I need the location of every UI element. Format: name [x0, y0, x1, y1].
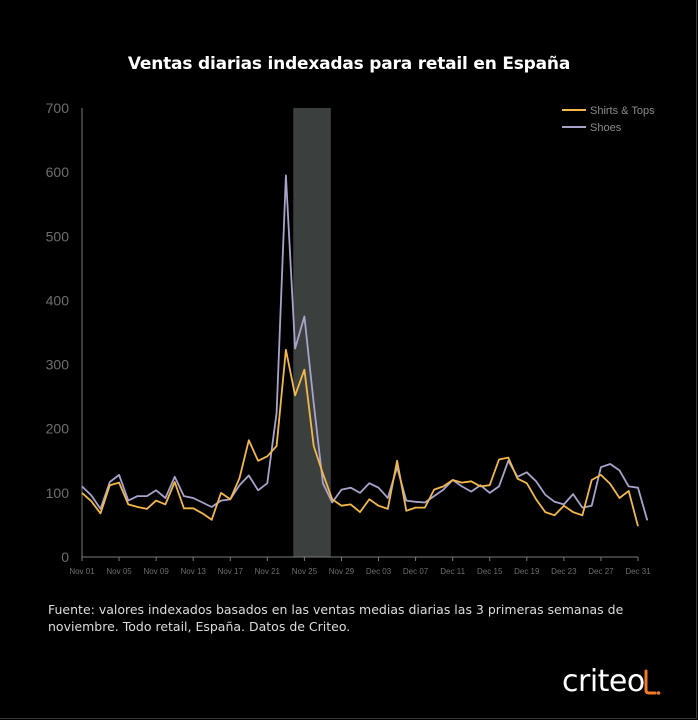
x-tick-label: Nov 29 [329, 567, 355, 576]
y-tick-label: 700 [46, 100, 70, 116]
y-tick-label: 600 [46, 164, 70, 180]
x-tick-label: Dec 03 [366, 567, 392, 576]
x-tick-label: Nov 13 [181, 567, 207, 576]
line-chart: 0 100 200 300 400 500 600 700 Nov 01 Nov 05 Nov 0… [46, 100, 655, 576]
criteo-logo: criteo [562, 664, 645, 699]
y-tick-label: 0 [61, 549, 69, 565]
legend-label: Shirts & Tops [590, 105, 655, 117]
criteo-logo-mark-icon [644, 669, 661, 695]
y-tick-label: 500 [46, 228, 70, 244]
x-tick-label: Dec 23 [551, 567, 577, 576]
x-tick-label: Nov 17 [218, 567, 244, 576]
x-tick-label: Nov 05 [106, 567, 132, 576]
x-tick-label: Dec 27 [588, 567, 614, 576]
y-tick-label: 400 [46, 292, 70, 308]
y-tick-label: 200 [46, 421, 70, 437]
x-tick-label: Dec 07 [403, 567, 429, 576]
chart-title: Ventas diarias indexadas para retail en … [127, 54, 571, 74]
x-tick-label: Dec 11 [440, 567, 465, 576]
x-tick-label: Nov 01 [69, 567, 95, 576]
x-tick-label: Dec 31 [625, 567, 651, 576]
x-tick-label: Dec 15 [477, 567, 503, 576]
x-tick-label: Nov 25 [292, 567, 318, 576]
legend-label: Shoes [590, 122, 622, 134]
series-line-shoes [81, 174, 649, 521]
y-tick-label: 100 [46, 485, 70, 501]
x-tick-label: Nov 21 [255, 567, 281, 576]
x-tick-label: Nov 09 [143, 567, 169, 576]
source-note: Fuente: valores indexados basados en las… [48, 602, 624, 634]
series-line-shirts-tops [81, 348, 639, 527]
x-tick-label: Dec 19 [514, 567, 540, 576]
y-tick-label: 300 [46, 357, 70, 373]
